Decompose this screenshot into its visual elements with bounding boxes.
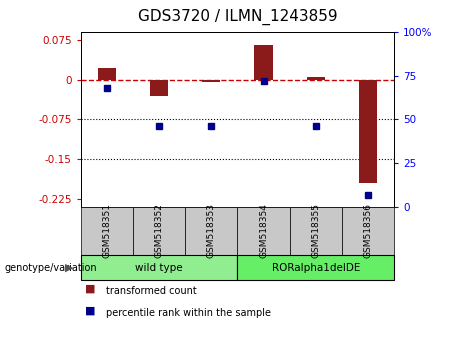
- Text: RORalpha1delDE: RORalpha1delDE: [272, 263, 360, 273]
- Text: ■: ■: [85, 306, 96, 316]
- Text: GSM518354: GSM518354: [259, 204, 268, 258]
- Bar: [98, 68, 116, 80]
- Text: wild type: wild type: [135, 263, 183, 273]
- Text: genotype/variation: genotype/variation: [5, 263, 97, 273]
- Text: ■: ■: [85, 284, 96, 294]
- Text: transformed count: transformed count: [106, 286, 197, 296]
- Text: ▶: ▶: [65, 263, 73, 273]
- Bar: [359, 80, 377, 183]
- Text: GSM518355: GSM518355: [311, 204, 320, 258]
- Text: GSM518353: GSM518353: [207, 204, 216, 258]
- Text: GSM518351: GSM518351: [102, 204, 111, 258]
- Text: percentile rank within the sample: percentile rank within the sample: [106, 308, 271, 318]
- Bar: [307, 77, 325, 80]
- Bar: [254, 45, 272, 80]
- Text: GDS3720 / ILMN_1243859: GDS3720 / ILMN_1243859: [137, 9, 337, 25]
- Bar: [150, 80, 168, 96]
- Bar: [202, 80, 220, 82]
- Text: GSM518356: GSM518356: [364, 204, 372, 258]
- Text: GSM518352: GSM518352: [154, 204, 164, 258]
